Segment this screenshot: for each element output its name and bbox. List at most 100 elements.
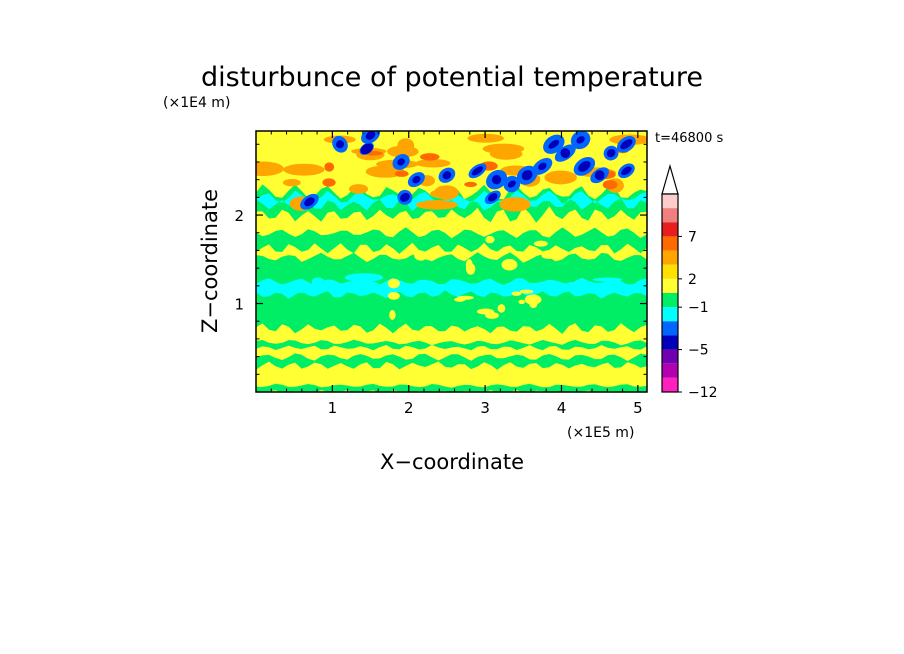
strong-cold-anomaly [578, 160, 591, 172]
warm-anomaly [283, 163, 325, 176]
weak-warm-anomaly [465, 259, 473, 271]
strong-warm-anomaly [419, 153, 440, 161]
colorbar-swatch [662, 236, 678, 251]
strong-warm-anomaly [464, 181, 478, 188]
warm-anomaly [415, 200, 458, 210]
warm-anomaly [256, 161, 284, 177]
x-axis: 1 2 3 4 5 [270, 131, 643, 417]
strong-cold-anomaly [397, 158, 405, 166]
colorbar-swatch [662, 377, 678, 392]
strong-cold-anomaly [576, 136, 585, 144]
y-axis: 12 [234, 143, 647, 375]
strong-cold-anomaly [621, 166, 632, 176]
warm-anomaly [430, 189, 453, 198]
colorbar-frame [661, 193, 679, 393]
weak-warm-anomaly [541, 251, 558, 260]
weak-warm-anomaly [497, 304, 506, 313]
x-unit-label: (×1E5 m) [567, 425, 634, 441]
colorbar-label: 2 [688, 272, 697, 288]
strong-cold-anomaly [594, 170, 605, 181]
cool-anomaly [592, 277, 623, 282]
strong-warm-anomaly [602, 180, 618, 190]
strong-cold-anomaly [507, 180, 516, 188]
colorbar-label: −5 [688, 343, 709, 359]
chart-title: disturbunce of potential temperature [201, 62, 703, 93]
warm-anomaly [349, 184, 369, 194]
strong-cold-anomaly [335, 140, 345, 149]
cool-anomaly [617, 283, 632, 291]
time-label: t=46800 s [655, 131, 723, 146]
colorbar-swatch [662, 222, 678, 237]
y-tick-label: 2 [234, 207, 244, 225]
weak-warm-anomaly [485, 235, 495, 244]
contour-field [256, 131, 647, 392]
x-tick-label: 5 [633, 399, 643, 417]
colorbar-label: −12 [688, 385, 718, 401]
band-cyan-upper [256, 190, 647, 212]
cool-anomaly [311, 277, 325, 286]
weak-warm-anomaly [414, 250, 428, 261]
colorbar-swatch [662, 321, 678, 336]
y-tick-label: 1 [234, 296, 244, 314]
colorbar-swatch [662, 335, 678, 350]
weak-warm-anomaly [387, 278, 400, 289]
colorbar: 7 2 −1 −5 −12 [661, 163, 718, 401]
weak-warm-anomaly [485, 312, 499, 319]
strong-cold-anomaly [521, 170, 533, 181]
strong-cold-anomaly [491, 174, 502, 185]
strong-warm-anomaly [322, 178, 336, 187]
strong-warm-anomaly [394, 170, 409, 177]
y-axis-title: Z−coordinate [198, 189, 222, 333]
weak-warm-anomaly [518, 299, 525, 305]
cool-anomaly [565, 281, 579, 290]
weak-warm-anomaly [387, 291, 400, 300]
colorbar-swatch [662, 250, 678, 265]
x-tick-label: 3 [480, 399, 490, 417]
strong-cold-anomaly [548, 139, 560, 149]
colorbar-swatch [662, 349, 678, 364]
warm-anomaly [415, 158, 451, 168]
warm-anomaly [499, 197, 531, 212]
y-unit-label: (×1E4 m) [163, 95, 230, 111]
warm-anomaly [544, 170, 577, 185]
strong-cold-anomaly [606, 149, 616, 158]
strong-cold-anomaly [620, 139, 633, 150]
colorbar-swatch [662, 194, 678, 209]
colorbar-swatch [662, 278, 678, 293]
warm-anomaly [397, 138, 415, 154]
strong-cold-anomaly [365, 131, 376, 140]
strong-cold-anomaly [471, 166, 484, 176]
warm-anomaly [482, 143, 525, 154]
x-tick-label: 4 [557, 399, 567, 417]
band-low-green-1 [256, 353, 647, 370]
strong-cold-anomaly [412, 175, 421, 184]
strong-warm-anomaly [324, 162, 335, 172]
band-bottom-green [256, 383, 647, 392]
strong-cold-anomaly [304, 197, 315, 207]
strong-cold-anomaly [560, 148, 571, 159]
cool-anomaly [344, 273, 384, 282]
colorbar-extend-arrow [661, 163, 679, 195]
strong-cold-anomaly [538, 162, 547, 171]
plot-frame [255, 130, 648, 393]
colorbar-swatch [662, 264, 678, 279]
weak-warm-anomaly [360, 251, 369, 256]
strong-cold-anomaly [487, 193, 498, 202]
strong-cold-anomaly [442, 171, 452, 180]
x-axis-title: X−coordinate [380, 450, 524, 474]
weak-warm-anomaly [453, 297, 466, 302]
strong-cold-anomaly [400, 192, 410, 202]
weak-warm-anomaly [389, 310, 396, 320]
cool-anomaly [511, 283, 527, 289]
band-upper-green [256, 227, 647, 254]
colorbar-label: 7 [688, 229, 697, 245]
weak-warm-anomaly [533, 240, 548, 247]
colorbar-swatch [662, 363, 678, 378]
warm-anomaly [467, 133, 504, 143]
x-tick-label: 2 [404, 399, 414, 417]
weak-warm-anomaly [519, 289, 534, 294]
field-blobs [256, 131, 647, 320]
warm-anomaly [282, 178, 301, 187]
colorbar-swatch [662, 293, 678, 308]
